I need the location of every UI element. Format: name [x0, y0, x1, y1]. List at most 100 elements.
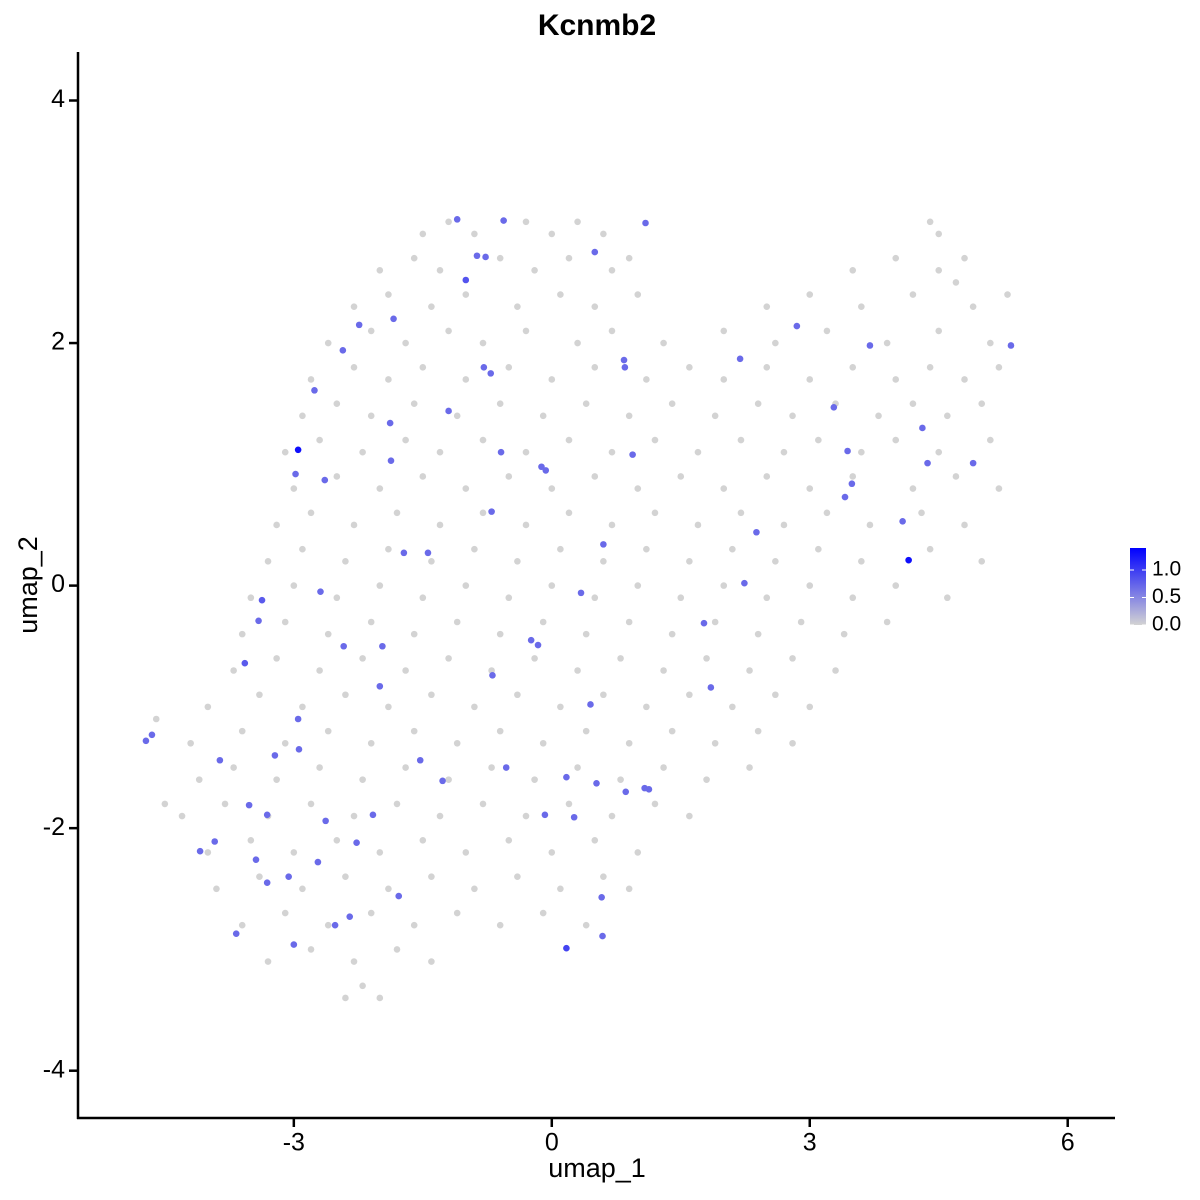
cell-point: [935, 266, 943, 274]
cell-point: [324, 727, 332, 735]
cell-point: [660, 339, 667, 347]
cell-point: [367, 327, 375, 335]
cell-point: [539, 412, 547, 420]
cell-point: [789, 655, 796, 662]
x-tick-label: 3: [803, 1129, 817, 1157]
cell-point: [677, 594, 685, 602]
cell-point: [263, 811, 271, 819]
cell-point: [410, 630, 418, 638]
cell-point: [686, 812, 693, 820]
cell-point: [314, 858, 322, 866]
cell-point: [621, 364, 629, 371]
cell-point: [522, 448, 530, 456]
cell-point: [565, 254, 573, 262]
cell-point: [909, 291, 917, 298]
cell-point: [480, 364, 488, 371]
cell-point: [410, 727, 418, 735]
cell-point: [754, 400, 762, 407]
cell-point: [625, 739, 633, 747]
cell-point: [522, 327, 530, 335]
cell-point: [316, 436, 323, 444]
cell-point: [815, 545, 822, 553]
cell-point: [557, 545, 564, 553]
cell-point: [428, 303, 435, 310]
cell-point: [505, 594, 513, 602]
x-axis-label: umap_1: [548, 1153, 646, 1183]
cell-point: [832, 667, 839, 674]
cell-point: [531, 776, 538, 783]
cell-point: [720, 485, 728, 492]
cell-point: [359, 655, 366, 662]
cell-point: [148, 731, 156, 739]
x-tick-label: 0: [545, 1129, 559, 1157]
cell-point: [393, 509, 401, 517]
cell-point: [754, 630, 762, 638]
cell-point: [402, 667, 409, 674]
cell-point: [711, 618, 719, 626]
cell-point: [883, 339, 891, 347]
cell-point: [436, 521, 444, 529]
cell-point: [410, 400, 418, 407]
cell-point: [400, 549, 408, 557]
cell-point: [445, 776, 452, 783]
cell-point: [806, 703, 814, 711]
cell-point: [316, 667, 323, 674]
cell-point: [892, 376, 900, 383]
cell-point: [582, 400, 590, 407]
cell-point: [935, 230, 943, 238]
cell-point: [350, 958, 358, 965]
cell-point: [538, 463, 545, 471]
cell-point: [445, 407, 452, 415]
cell-point: [462, 376, 470, 383]
cell-point: [849, 266, 857, 274]
cell-point: [527, 636, 535, 644]
cell-point: [548, 582, 556, 589]
cell-point: [402, 436, 409, 444]
cell-point: [574, 667, 581, 674]
cell-point: [703, 655, 710, 662]
cell-point: [187, 739, 194, 747]
cell-point: [419, 473, 427, 480]
cell-point: [471, 885, 478, 893]
cell-point: [625, 618, 633, 626]
cell-point: [500, 217, 507, 224]
cell-point: [385, 545, 392, 553]
cell-point: [608, 266, 616, 274]
cell-point: [256, 873, 263, 880]
cell-point: [952, 279, 960, 286]
cell-point: [238, 630, 246, 638]
cell-point: [342, 873, 349, 880]
cell-point: [918, 509, 925, 517]
cell-point: [273, 776, 280, 783]
cell-point: [531, 655, 538, 662]
cell-point: [255, 617, 262, 625]
cell-point: [471, 230, 478, 238]
cell-point: [514, 691, 521, 699]
cell-point: [563, 944, 570, 952]
cell-point: [428, 873, 435, 880]
cell-point: [390, 315, 397, 323]
cell-point: [969, 459, 977, 467]
cell-point: [645, 786, 653, 793]
cell-point: [471, 545, 478, 553]
cell-point: [905, 556, 912, 564]
cell-point: [496, 630, 504, 638]
cell-point: [376, 849, 384, 856]
cell-point: [729, 545, 736, 553]
cell-point: [542, 467, 550, 474]
y-axis-label: umap_2: [13, 536, 43, 634]
cell-point: [591, 594, 599, 602]
cell-point: [445, 218, 452, 226]
cell-point: [978, 400, 986, 407]
cell-point: [840, 630, 848, 638]
cell-point: [161, 800, 169, 808]
cell-point: [386, 419, 394, 427]
cell-point: [703, 776, 710, 783]
cell-point: [622, 788, 630, 796]
legend-tick-label: 1.0: [1152, 558, 1181, 581]
cell-point: [333, 594, 341, 602]
cell-point: [299, 412, 306, 420]
cell-point: [763, 303, 771, 310]
cell-point: [376, 682, 384, 690]
